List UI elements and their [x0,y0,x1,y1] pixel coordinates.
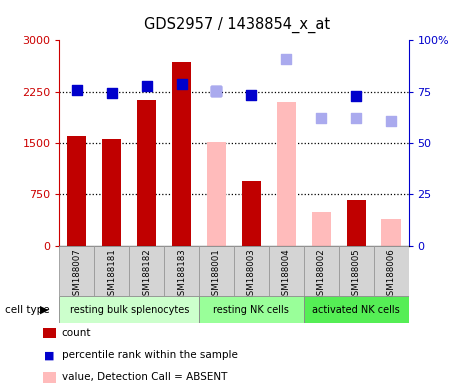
FancyBboxPatch shape [374,246,408,296]
Bar [207,142,226,246]
Point [247,92,255,98]
Text: GSM188002: GSM188002 [317,248,326,301]
FancyBboxPatch shape [269,246,304,296]
Bar [67,136,86,246]
Point [352,115,360,121]
Bar [347,200,366,246]
FancyBboxPatch shape [304,296,408,323]
Point [352,93,360,99]
Text: activated NK cells: activated NK cells [312,305,400,314]
Point [283,56,290,63]
Point [143,83,151,89]
Bar [102,139,121,246]
FancyBboxPatch shape [59,296,199,323]
Text: cell type: cell type [5,305,49,314]
Text: resting bulk splenocytes: resting bulk splenocytes [69,305,189,314]
FancyBboxPatch shape [94,246,129,296]
Text: GSM188007: GSM188007 [72,248,81,301]
Text: ▶: ▶ [40,305,48,314]
Text: resting NK cells: resting NK cells [213,305,289,314]
Point [178,81,185,87]
Bar [242,181,261,246]
Text: GSM188183: GSM188183 [177,248,186,301]
Bar [312,212,331,246]
FancyBboxPatch shape [234,246,269,296]
Text: GDS2957 / 1438854_x_at: GDS2957 / 1438854_x_at [144,17,331,33]
Text: GSM188006: GSM188006 [387,248,396,301]
Point [317,115,325,121]
Text: GSM188181: GSM188181 [107,248,116,301]
Text: GSM188003: GSM188003 [247,248,256,301]
Text: GSM188182: GSM188182 [142,248,151,301]
Text: GSM188004: GSM188004 [282,248,291,301]
Text: GSM188005: GSM188005 [352,248,361,301]
Point [73,86,81,93]
FancyBboxPatch shape [164,246,199,296]
Point [213,88,220,94]
Text: count: count [62,328,91,338]
FancyBboxPatch shape [59,246,94,296]
Text: percentile rank within the sample: percentile rank within the sample [62,350,238,360]
Bar [381,219,400,246]
Text: ■: ■ [44,350,55,360]
Bar [172,62,191,246]
Bar [137,100,156,246]
FancyBboxPatch shape [199,246,234,296]
FancyBboxPatch shape [199,296,304,323]
FancyBboxPatch shape [304,246,339,296]
FancyBboxPatch shape [129,246,164,296]
Point [387,118,395,124]
Text: value, Detection Call = ABSENT: value, Detection Call = ABSENT [62,372,227,382]
Point [108,90,115,96]
Point [213,88,220,94]
Bar [277,102,296,246]
Text: GSM188001: GSM188001 [212,248,221,301]
FancyBboxPatch shape [339,246,374,296]
